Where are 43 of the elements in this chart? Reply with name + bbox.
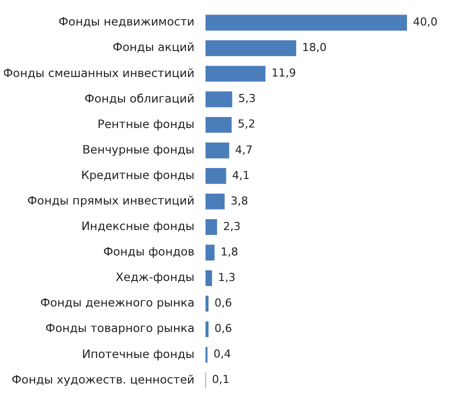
bar	[206, 91, 232, 108]
y-tick-label: Фонды художеств. ценностей	[12, 372, 194, 386]
bar	[206, 270, 212, 286]
y-tick-label: Фонды товарного рынка	[45, 321, 194, 336]
data-label: 2,3	[223, 220, 241, 233]
data-label: 5,2	[238, 118, 256, 131]
data-label: 0,4	[214, 348, 232, 361]
data-label: 11,9	[271, 66, 296, 80]
y-tick-label: Ипотечные фонды	[82, 346, 194, 361]
bar	[206, 116, 232, 133]
bar	[206, 244, 215, 261]
y-tick-label: Индексные фонды	[81, 219, 194, 234]
data-label: 1,3	[218, 271, 236, 284]
y-tick-label: Венчурные фонды	[82, 142, 194, 156]
y-tick-label: Фонды акций	[112, 40, 194, 54]
bar	[206, 142, 230, 158]
y-tick-label: Фонды недвижимости	[58, 14, 194, 29]
bar	[206, 168, 226, 184]
data-label: 4,7	[235, 143, 253, 156]
bar	[206, 321, 209, 338]
data-label: 4,1	[232, 168, 250, 182]
data-label: 5,3	[238, 92, 256, 106]
bar	[206, 194, 225, 210]
data-label: 0,6	[214, 322, 232, 336]
data-label: 0,1	[212, 373, 230, 386]
data-label: 1,8	[220, 245, 238, 258]
y-tick-label: Фонды денежного рынка	[40, 296, 194, 310]
y-tick-label: Фонды прямых инвестиций	[27, 193, 194, 208]
data-label: 40,0	[413, 16, 438, 29]
data-label: 3,8	[230, 194, 248, 208]
y-tick-label: Кредитные фонды	[81, 168, 194, 182]
y-tick-label: Рентные фонды	[98, 116, 194, 131]
bar	[206, 219, 218, 235]
bar	[206, 14, 407, 31]
y-tick-label: Фонды фондов	[103, 244, 195, 259]
y-tick-label: Фонды облигаций	[84, 91, 194, 106]
y-tick-label: Фонды смешанных инвестиций	[3, 66, 194, 80]
bar	[206, 40, 296, 56]
bar	[206, 66, 266, 82]
bar	[206, 296, 209, 312]
y-tick-label: Хедж-фонды	[116, 270, 194, 284]
data-label: 18,0	[302, 41, 327, 54]
data-label: 0,6	[214, 296, 232, 310]
